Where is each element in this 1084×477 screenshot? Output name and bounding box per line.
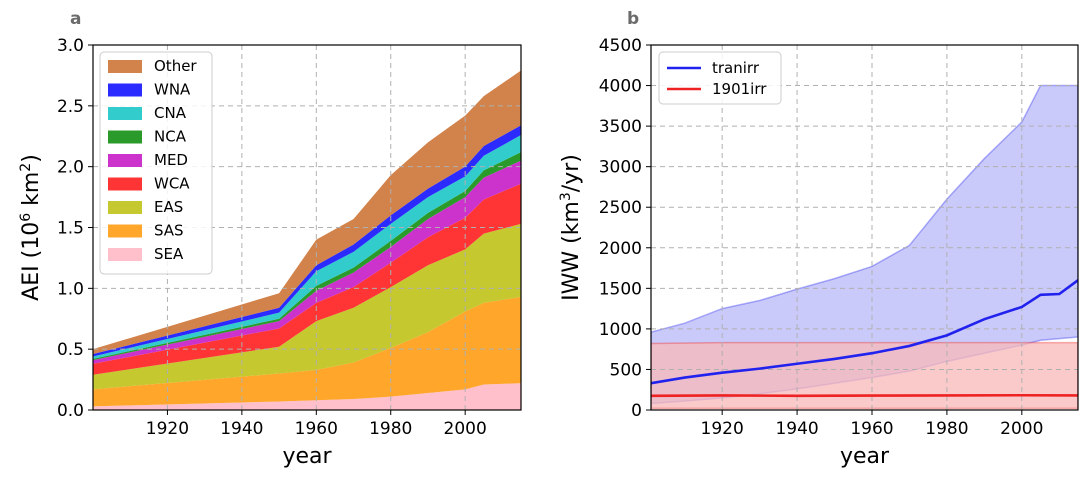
legend-swatch-nca — [108, 130, 142, 144]
x-tick-label: 1920 — [701, 419, 744, 439]
plot-frame — [650, 44, 1079, 411]
y-axis-title: AEI (106 km2) — [18, 154, 44, 301]
y-tick-label: 4000 — [599, 77, 642, 97]
y-tick-label: 1500 — [599, 279, 642, 299]
y-tick-label: 2500 — [599, 198, 642, 218]
x-tick-label: 1980 — [925, 419, 968, 439]
x-axis-title: year — [840, 444, 890, 469]
legend-label-eas: EAS — [154, 198, 183, 216]
legend-swatch-cna — [108, 107, 142, 120]
panel-b-label: b — [627, 9, 639, 29]
x-axis-title: year — [282, 444, 332, 469]
x-tick-label: 2000 — [444, 419, 487, 439]
legend-swatch-eas — [108, 201, 142, 214]
bands — [651, 84, 1078, 410]
legend-label-wna: WNA — [154, 81, 191, 99]
x-tick-label: 1940 — [775, 419, 818, 439]
legend: tranirr 1901irr — [658, 51, 782, 105]
x-tick-label: 2000 — [1000, 419, 1043, 439]
y-tick-label: 1000 — [599, 320, 642, 340]
x-tick-label: 1960 — [295, 419, 338, 439]
y-tick-label: 1.5 — [57, 219, 84, 239]
legend-label-sas: SAS — [154, 222, 184, 240]
y-tick-label: 500 — [610, 360, 642, 380]
legend-swatch-other — [108, 60, 142, 73]
y-tick-label: 1.0 — [57, 279, 84, 299]
y-tick-label: 0 — [631, 401, 642, 421]
legend-label-cna: CNA — [154, 104, 187, 122]
y-tick-label: 0.5 — [57, 340, 84, 360]
legend-label-sea: SEA — [154, 245, 184, 263]
legend: Other WNA CNA NCA MED WCA EAS SAS SEA — [99, 51, 213, 275]
legend-label-wca: WCA — [154, 175, 190, 193]
lines — [651, 279, 1078, 398]
x-tick-label: 1940 — [220, 419, 263, 439]
legend-label-1901irr: 1901irr — [712, 80, 767, 98]
legend-label-tranirr: tranirr — [712, 59, 760, 77]
legend-label-other: Other — [154, 57, 197, 75]
x-tick-label: 1920 — [146, 419, 189, 439]
y-tick-label: 2.0 — [57, 158, 84, 178]
y-tick-label: 4500 — [599, 36, 642, 56]
legend-label-nca: NCA — [154, 128, 187, 146]
legend-swatch-sea — [108, 248, 142, 261]
legend-label-med: MED — [154, 151, 188, 169]
panel-b-chart: 1920 1940 1960 1980 2000 0 500 1000 1500 2000 2500… — [558, 36, 1079, 469]
area-sas — [93, 296, 521, 407]
line-tranirr — [651, 279, 1078, 385]
legend-box — [658, 51, 782, 105]
area-eas — [93, 223, 521, 390]
y-tick-label: 3.0 — [57, 36, 84, 56]
y-axis-title: IWW (km3/yr) — [558, 154, 584, 301]
y-tick-label: 0.0 — [57, 401, 84, 421]
y-tick-label: 2000 — [599, 239, 642, 259]
band-1901irr — [651, 341, 1078, 410]
legend-swatch-sas — [108, 224, 142, 238]
panel-a-label: a — [70, 9, 81, 29]
y-tick-label: 3000 — [599, 158, 642, 178]
stacked-areas — [93, 70, 521, 410]
y-tick-label: 2.5 — [57, 97, 84, 117]
line-1901irr — [651, 393, 1078, 398]
panel-a-chart: 1920 1940 1960 1980 2000 0.0 0.5 1.0 1.5 2.0 2.5 3.… — [18, 36, 522, 469]
x-tick-label: 1960 — [850, 419, 893, 439]
x-tick-label: 1980 — [369, 419, 412, 439]
y-tick-label: 3500 — [599, 117, 642, 137]
legend-swatch-med — [108, 154, 142, 167]
legend-swatch-wna — [108, 83, 142, 97]
legend-swatch-wca — [108, 177, 142, 191]
area-sea — [93, 383, 521, 410]
